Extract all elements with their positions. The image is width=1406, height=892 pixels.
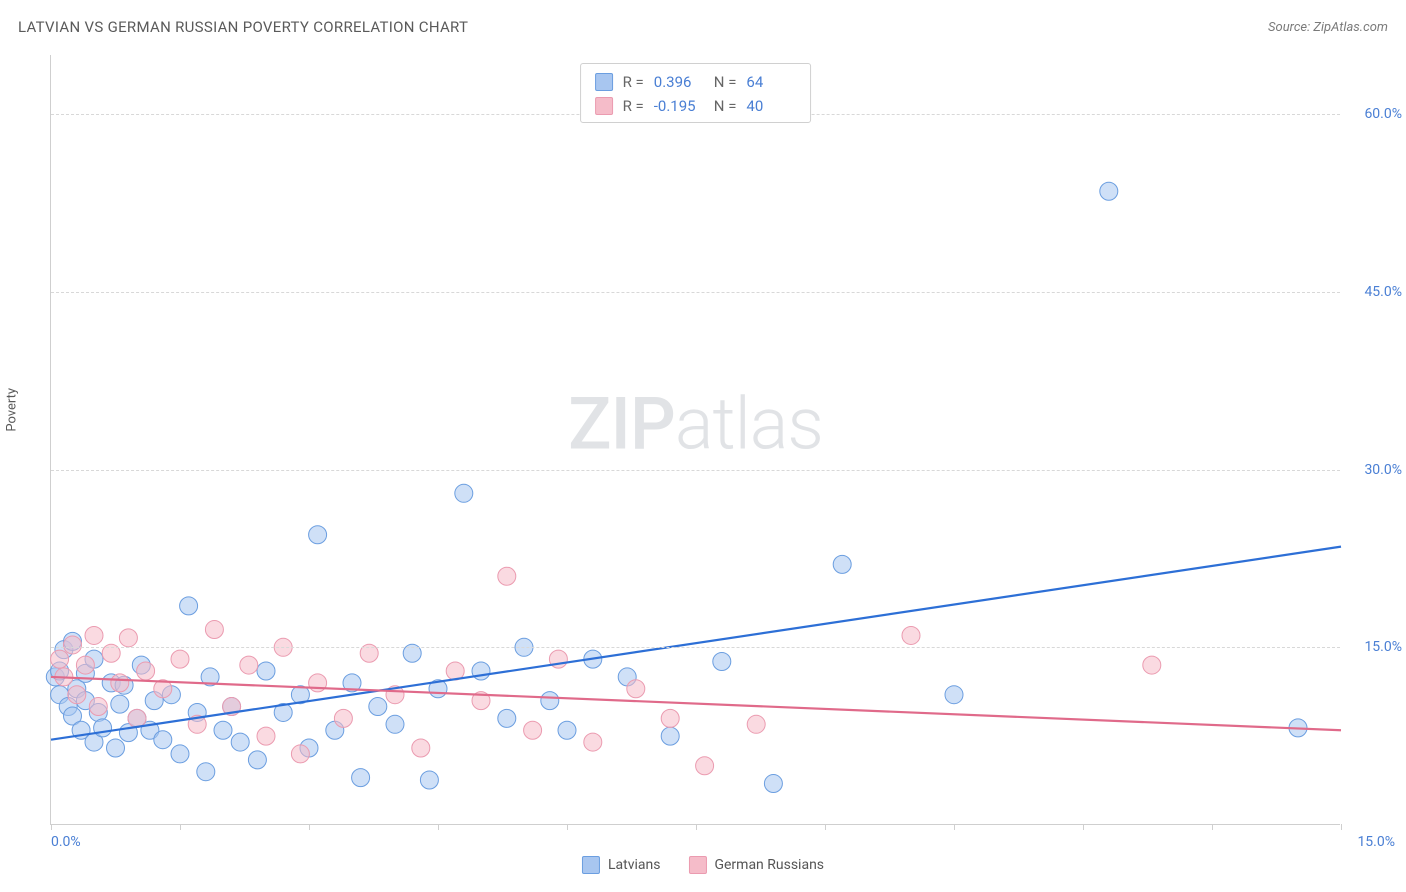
- data-point: [352, 769, 370, 787]
- legend-swatch-latvians: [582, 856, 600, 874]
- data-point: [214, 721, 232, 739]
- data-point: [696, 757, 714, 775]
- data-point: [661, 727, 679, 745]
- data-point: [64, 636, 82, 654]
- data-point: [334, 709, 352, 727]
- data-point: [248, 751, 266, 769]
- swatch-latvians: [595, 73, 613, 91]
- y-axis-label: Poverty: [5, 388, 20, 432]
- y-gridline: [51, 470, 1340, 471]
- bottom-legend: Latvians German Russians: [582, 856, 824, 874]
- x-tick: [1212, 824, 1213, 830]
- stats-legend-box: R = 0.396 N = 64 R = -0.195 N = 40: [580, 63, 812, 123]
- data-point: [1143, 656, 1161, 674]
- data-point: [747, 715, 765, 733]
- data-point: [171, 650, 189, 668]
- data-point: [231, 733, 249, 751]
- data-point: [94, 719, 112, 737]
- legend-swatch-german-russians: [688, 856, 706, 874]
- data-point: [171, 745, 189, 763]
- data-point: [85, 626, 103, 644]
- data-point: [240, 656, 258, 674]
- data-point: [661, 709, 679, 727]
- y-gridline: [51, 647, 1340, 648]
- x-tick: [1083, 824, 1084, 830]
- data-point: [76, 656, 94, 674]
- data-point: [902, 626, 920, 644]
- data-point: [627, 680, 645, 698]
- data-point: [412, 739, 430, 757]
- legend-item-latvians: Latvians: [582, 856, 661, 874]
- data-point: [584, 733, 602, 751]
- swatch-german-russians: [595, 97, 613, 115]
- data-point: [541, 692, 559, 710]
- x-tick: [309, 824, 310, 830]
- trend-line: [51, 677, 1341, 730]
- legend-item-german-russians: German Russians: [688, 856, 824, 874]
- trend-line: [51, 547, 1341, 740]
- data-point: [51, 650, 69, 668]
- data-point: [107, 739, 125, 757]
- chart-title: LATVIAN VS GERMAN RUSSIAN POVERTY CORREL…: [18, 18, 468, 36]
- data-point: [498, 567, 516, 585]
- data-point: [111, 695, 129, 713]
- y-tick-label: 15.0%: [1347, 639, 1402, 655]
- data-point: [257, 662, 275, 680]
- x-tick: [825, 824, 826, 830]
- x-tick: [438, 824, 439, 830]
- y-tick-label: 60.0%: [1347, 106, 1402, 122]
- y-gridline: [51, 292, 1340, 293]
- data-point: [945, 686, 963, 704]
- scatter-plot-svg: [51, 55, 1340, 824]
- x-tick: [696, 824, 697, 830]
- data-point: [455, 484, 473, 502]
- x-tick: [567, 824, 568, 830]
- data-point: [180, 597, 198, 615]
- data-point: [420, 771, 438, 789]
- data-point: [1100, 182, 1118, 200]
- data-point: [257, 727, 275, 745]
- chart-area: ZIPatlas R = 0.396 N = 64 R = -0.195 N =…: [50, 55, 1340, 825]
- stats-row-latvians: R = 0.396 N = 64: [595, 70, 797, 94]
- legend-label-latvians: Latvians: [608, 857, 661, 873]
- x-tick-label-max: 15.0%: [1357, 834, 1395, 850]
- data-point: [89, 698, 107, 716]
- data-point: [154, 731, 172, 749]
- data-point: [128, 709, 146, 727]
- data-point: [498, 709, 516, 727]
- x-tick: [1341, 824, 1342, 830]
- stats-row-german-russians: R = -0.195 N = 40: [595, 94, 797, 118]
- source-label: Source: ZipAtlas.com: [1268, 20, 1388, 35]
- y-tick-label: 45.0%: [1347, 284, 1402, 300]
- data-point: [137, 662, 155, 680]
- data-point: [309, 526, 327, 544]
- x-tick: [180, 824, 181, 830]
- data-point: [111, 674, 129, 692]
- data-point: [833, 555, 851, 573]
- data-point: [369, 698, 387, 716]
- y-tick-label: 30.0%: [1347, 462, 1402, 478]
- data-point: [197, 763, 215, 781]
- x-tick-label-min: 0.0%: [51, 834, 81, 850]
- data-point: [558, 721, 576, 739]
- data-point: [386, 715, 404, 733]
- data-point: [291, 745, 309, 763]
- data-point: [119, 629, 137, 647]
- data-point: [205, 621, 223, 639]
- data-point: [524, 721, 542, 739]
- data-point: [68, 686, 86, 704]
- data-point: [713, 653, 731, 671]
- legend-label-german-russians: German Russians: [714, 857, 824, 873]
- x-tick: [51, 824, 52, 830]
- x-tick: [954, 824, 955, 830]
- data-point: [764, 775, 782, 793]
